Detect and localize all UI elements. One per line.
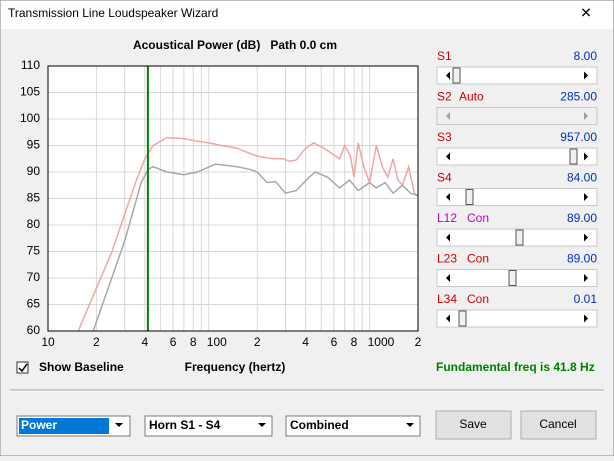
checkbox-label[interactable]: Show Baseline (39, 360, 124, 374)
fundamental-text: Fundamental freq is 41.8 Hz (436, 360, 595, 374)
slider-left-arrow[interactable] (446, 112, 450, 120)
slider-value: 8.00 (574, 49, 598, 63)
x-tick-label: 1000 (368, 335, 395, 349)
slider-value: 957.00 (560, 130, 597, 144)
checkbox[interactable] (16, 361, 29, 374)
slider-value: 89.00 (567, 252, 597, 266)
slider-mode: Con (467, 211, 489, 225)
combo-arrow[interactable] (115, 423, 123, 427)
slider-right-arrow[interactable] (584, 233, 588, 242)
slider-thumb[interactable] (515, 229, 524, 246)
y-tick-label: 110 (21, 58, 40, 72)
slider-mode: Con (467, 252, 489, 266)
x-tick-label: 2 (93, 335, 100, 349)
slider-thumb[interactable] (465, 189, 474, 205)
slider-label: S2 (437, 90, 452, 104)
y-tick-label: 65 (27, 297, 41, 311)
slider-right-arrow[interactable] (584, 314, 588, 323)
cancel-button[interactable] (520, 410, 597, 440)
slider-left-arrow[interactable] (446, 193, 450, 201)
slider-mode: Auto (459, 90, 484, 104)
save-label: Save (459, 417, 487, 431)
series-line (92, 163, 419, 332)
y-tick-label: 60 (27, 323, 41, 337)
combo-box[interactable] (144, 415, 273, 437)
slider-thumb[interactable] (458, 310, 467, 327)
combo-text: Power (21, 418, 57, 432)
x-tick-label: 100 (207, 335, 227, 349)
x-tick-label: 8 (351, 335, 358, 349)
check-mark (18, 363, 28, 373)
close-button[interactable]: ✕ (580, 5, 592, 21)
x-tick-label: 6 (331, 335, 338, 349)
slider-right-arrow[interactable] (584, 274, 588, 282)
combo-arrow[interactable] (406, 423, 414, 427)
combo-text: Horn S1 - S4 (149, 418, 221, 432)
combo-arrow[interactable] (258, 423, 266, 427)
x-tick-label: 8 (190, 335, 197, 349)
slider-left-arrow[interactable] (446, 152, 450, 161)
y-tick-label: 105 (20, 85, 40, 99)
slider-left-arrow[interactable] (446, 314, 450, 323)
window-title: Transmission Line Loudspeaker Wizard (8, 6, 218, 20)
title-bar (1, 1, 613, 29)
combo-selection (19, 418, 109, 434)
slider-thumb[interactable] (452, 67, 461, 84)
slider-label: S4 (437, 171, 452, 185)
slider-value: 0.01 (574, 292, 598, 306)
combo-text: Combined (290, 418, 349, 432)
series-line (77, 136, 419, 332)
slider-label: L34 (437, 292, 457, 306)
slider-track[interactable] (436, 269, 598, 287)
slider-track[interactable] (436, 66, 598, 85)
slider-track[interactable] (436, 188, 598, 206)
slider-left-arrow[interactable] (446, 274, 450, 282)
slider-left-arrow[interactable] (446, 71, 450, 80)
x-tick-label: 10 (41, 335, 55, 349)
slider-value: 84.00 (567, 171, 597, 185)
x-tick-label: 2 (415, 335, 422, 349)
slider-thumb[interactable] (569, 148, 578, 165)
x-tick-label: 4 (141, 335, 148, 349)
x-tick-label: 4 (302, 335, 309, 349)
slider-right-arrow[interactable] (584, 71, 588, 80)
slider-track[interactable] (436, 107, 598, 125)
slider-label: L23 (437, 252, 457, 266)
plot-border (47, 65, 419, 332)
x-axis-label: Frequency (hertz) (185, 360, 286, 374)
slider-label: S1 (437, 49, 452, 63)
y-tick-label: 90 (27, 164, 41, 178)
slider-label: S3 (437, 130, 452, 144)
slider-left-arrow[interactable] (446, 233, 450, 242)
y-tick-label: 95 (27, 138, 41, 152)
slider-value: 285.00 (560, 90, 597, 104)
slider-right-arrow[interactable] (584, 152, 588, 161)
save-button[interactable] (435, 410, 512, 440)
combo-box[interactable] (285, 415, 421, 437)
chart-title: Acoustical Power (dB) Path 0.0 cm (133, 38, 337, 52)
slider-track[interactable] (436, 147, 598, 166)
y-tick-label: 80 (27, 217, 41, 231)
slider-right-arrow[interactable] (584, 112, 588, 120)
y-tick-label: 100 (20, 111, 40, 125)
y-tick-label: 70 (27, 270, 41, 284)
y-tick-label: 75 (27, 244, 41, 258)
slider-thumb[interactable] (508, 270, 517, 286)
slider-value: 89.00 (567, 211, 597, 225)
slider-track[interactable] (436, 309, 598, 328)
slider-right-arrow[interactable] (584, 193, 588, 201)
slider-mode: Con (467, 292, 489, 306)
cancel-label: Cancel (539, 417, 576, 431)
x-tick-label: 6 (170, 335, 177, 349)
slider-label: L12 (437, 211, 457, 225)
y-tick-label: 85 (27, 191, 41, 205)
x-tick-label: 2 (254, 335, 261, 349)
